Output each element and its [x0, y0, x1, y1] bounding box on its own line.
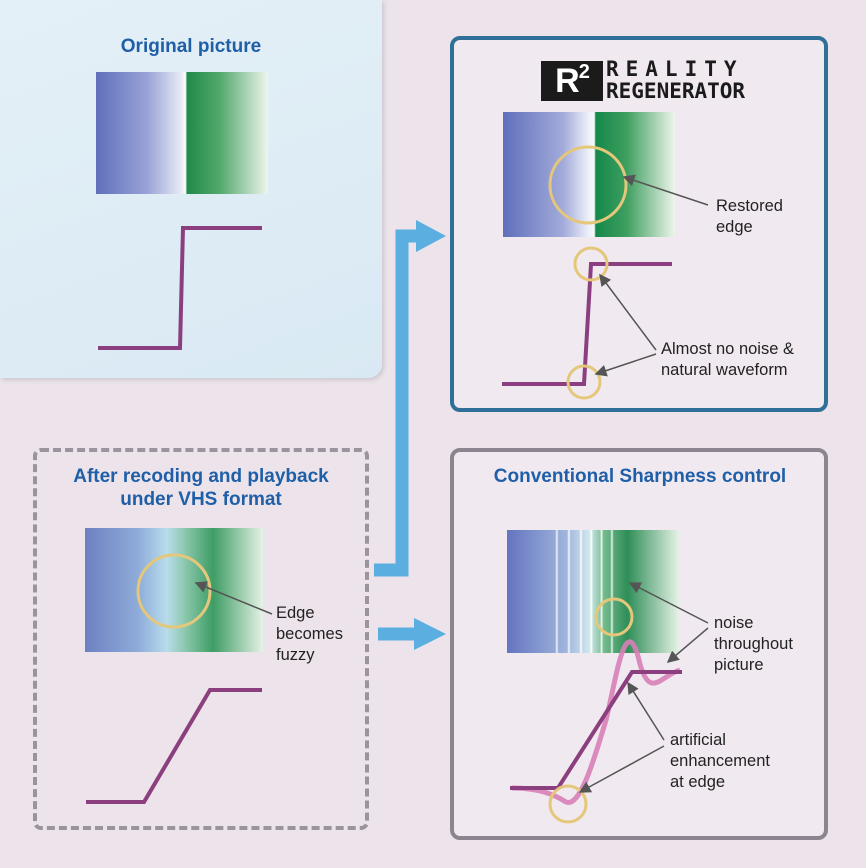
restored-waveform — [502, 262, 672, 386]
enhancement-line-1: artificial — [670, 731, 726, 749]
restored-edge-line-2: edge — [716, 218, 753, 236]
vhs-waveform — [86, 688, 262, 804]
restored-edge-label: Restored edge — [716, 196, 783, 238]
noise-picture-leader — [628, 582, 709, 624]
original-waveform — [98, 226, 262, 350]
original-picture-swatch — [96, 72, 268, 194]
noise-leader-top — [599, 273, 657, 351]
flow-arrow-to-r2 — [374, 220, 446, 577]
flow-arrow-to-conventional — [378, 618, 446, 650]
overshoot-top-circle — [594, 597, 634, 637]
noise-line-1: noise — [714, 614, 754, 632]
artificial-enhancement-label: artificial enhancement at edge — [670, 730, 770, 793]
noise-line-2: throughout — [714, 635, 793, 653]
noise-line-3: picture — [714, 656, 764, 674]
enhancement-leader-bottom — [578, 745, 665, 793]
vhs-title-line-1: After recoding and playback — [73, 466, 329, 487]
enhancement-line-2: enhancement — [670, 752, 770, 770]
noise-throughout-label: noise throughout picture — [714, 613, 793, 676]
vhs-picture-swatch — [85, 528, 263, 652]
r2-logo-wordmark: REALITY REGENERATOR — [606, 58, 745, 102]
waveform-top-circle — [573, 246, 609, 282]
fuzzy-edge-label: Edge becomes fuzzy — [276, 603, 343, 666]
restored-edge-circle — [548, 145, 628, 225]
natural-waveform-label: Almost no noise & natural waveform — [661, 339, 794, 381]
waveform-bottom-circle — [566, 364, 602, 400]
natural-waveform-line-2: natural waveform — [661, 361, 788, 379]
original-picture-title: Original picture — [120, 36, 262, 57]
fuzzy-edge-line-3: fuzzy — [276, 646, 315, 664]
fuzzy-edge-line-2: becomes — [276, 625, 343, 643]
fuzzy-edge-circle — [136, 553, 212, 629]
noise-waveform-leader — [666, 627, 709, 663]
conventional-panel-title: Conventional Sharpness control — [493, 466, 787, 487]
natural-waveform-line-1: Almost no noise & — [661, 340, 794, 358]
fuzzy-edge-leader — [194, 581, 273, 615]
r2-logo-line-2: REGENERATOR — [606, 79, 746, 103]
fuzzy-edge-line-1: Edge — [276, 604, 315, 622]
enhancement-leader-top — [627, 681, 665, 741]
vhs-title-line-2: under VHS format — [120, 489, 282, 510]
r2-logo-line-1: REALITY — [606, 57, 744, 81]
r2-logo-superscript: 2 — [578, 61, 590, 83]
r2-logo-letter: R — [555, 62, 580, 100]
conventional-waveform — [510, 670, 682, 790]
noise-leader-bottom — [594, 353, 657, 377]
overshoot-bottom-circle — [548, 784, 588, 824]
vhs-panel-title: After recoding and playback under VHS fo… — [40, 465, 362, 511]
conventional-waveform-enhanced — [511, 639, 681, 805]
restored-edge-leader — [622, 174, 709, 206]
restored-edge-line-1: Restored — [716, 197, 783, 215]
r2-logo-mark: R2 — [541, 61, 603, 101]
vhs-playback-panel — [33, 448, 369, 830]
conventional-picture-swatch — [507, 530, 679, 653]
enhancement-line-3: at edge — [670, 773, 726, 791]
restored-picture-swatch — [503, 112, 675, 237]
